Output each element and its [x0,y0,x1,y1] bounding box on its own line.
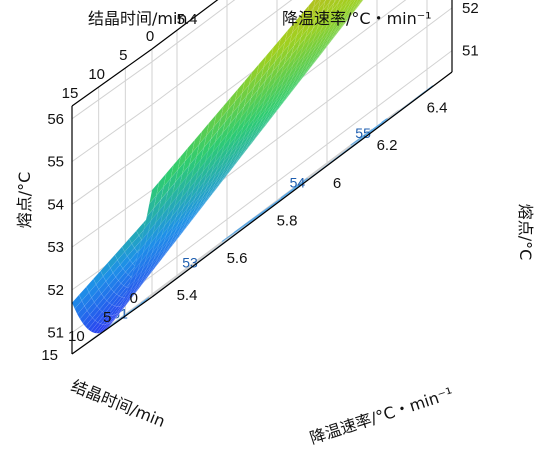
surface-mesh [71,0,364,334]
surface-cell [325,0,327,1]
y-tick-bottom: 6.2 [377,137,398,154]
z-axis-title-right: 熔点/°C [516,204,535,261]
frame-edge [71,48,153,107]
y-tick-bottom: 5.8 [277,212,298,229]
surface-cell [359,0,364,5]
z-tick-right: 51 [462,43,479,60]
x-tick-top: 5 [119,47,127,64]
x-tick-bottom: 0 [130,290,138,307]
z-tick-left: 56 [47,111,64,128]
z-tick-right: 52 [462,0,479,17]
y-axis-title-top: 降温速率/°C・min⁻¹ [282,9,432,28]
surface-cell [361,0,363,1]
z-tick-left: 55 [47,154,64,171]
y-tick-bottom: 6 [333,175,341,192]
x-axis-title-top: 结晶时间/min [88,9,188,28]
surface-cell [342,0,345,2]
x-tick-bottom: 5 [103,309,111,326]
contour-label: 54 [290,174,306,190]
x-tick-top: 15 [62,85,79,102]
z-tick-left: 51 [47,325,64,342]
contour-label: 53 [182,255,198,271]
z-axis-title-left: 熔点/°C [15,172,34,229]
surface-cell [313,0,321,8]
z-tick-left: 52 [47,282,64,299]
x-tick-top: 0 [146,28,154,45]
surface-cell [344,0,352,8]
y-tick-bottom: 5.4 [177,287,198,304]
surface-cell [355,0,360,5]
z-tick-left: 54 [47,196,64,213]
surface-cell [338,0,341,3]
x-axis-title-bottom: 结晶时间/min [69,376,168,431]
y-tick-bottom: 5.6 [227,250,248,267]
axis-frame [71,0,453,355]
surface-cell [349,0,354,6]
x-tick-bottom: 10 [68,328,85,345]
surface-cell [334,0,337,3]
y-axis-title-bottom: 降温速率/°C・min⁻¹ [307,384,455,448]
frame-edge [151,0,219,50]
surface-cell [356,0,364,9]
surface-cell [351,0,358,9]
y-tick-top: 5.4 [177,11,198,28]
surface-cell [357,0,362,6]
x-tick-top: 10 [88,66,105,83]
surface-cell [353,0,356,3]
tick-labels: 0055101015155.45.45.65.65.85.8666.26.26.… [41,0,478,364]
z-tick-left: 53 [47,239,64,256]
frame-edge [151,71,453,298]
frame-edge [71,296,153,355]
surface-cell [329,0,332,3]
y-tick-bottom: 6.4 [427,100,448,117]
surface-cell [360,0,361,1]
contour-label: 55 [355,125,371,141]
x-tick-bottom: 15 [41,347,58,364]
